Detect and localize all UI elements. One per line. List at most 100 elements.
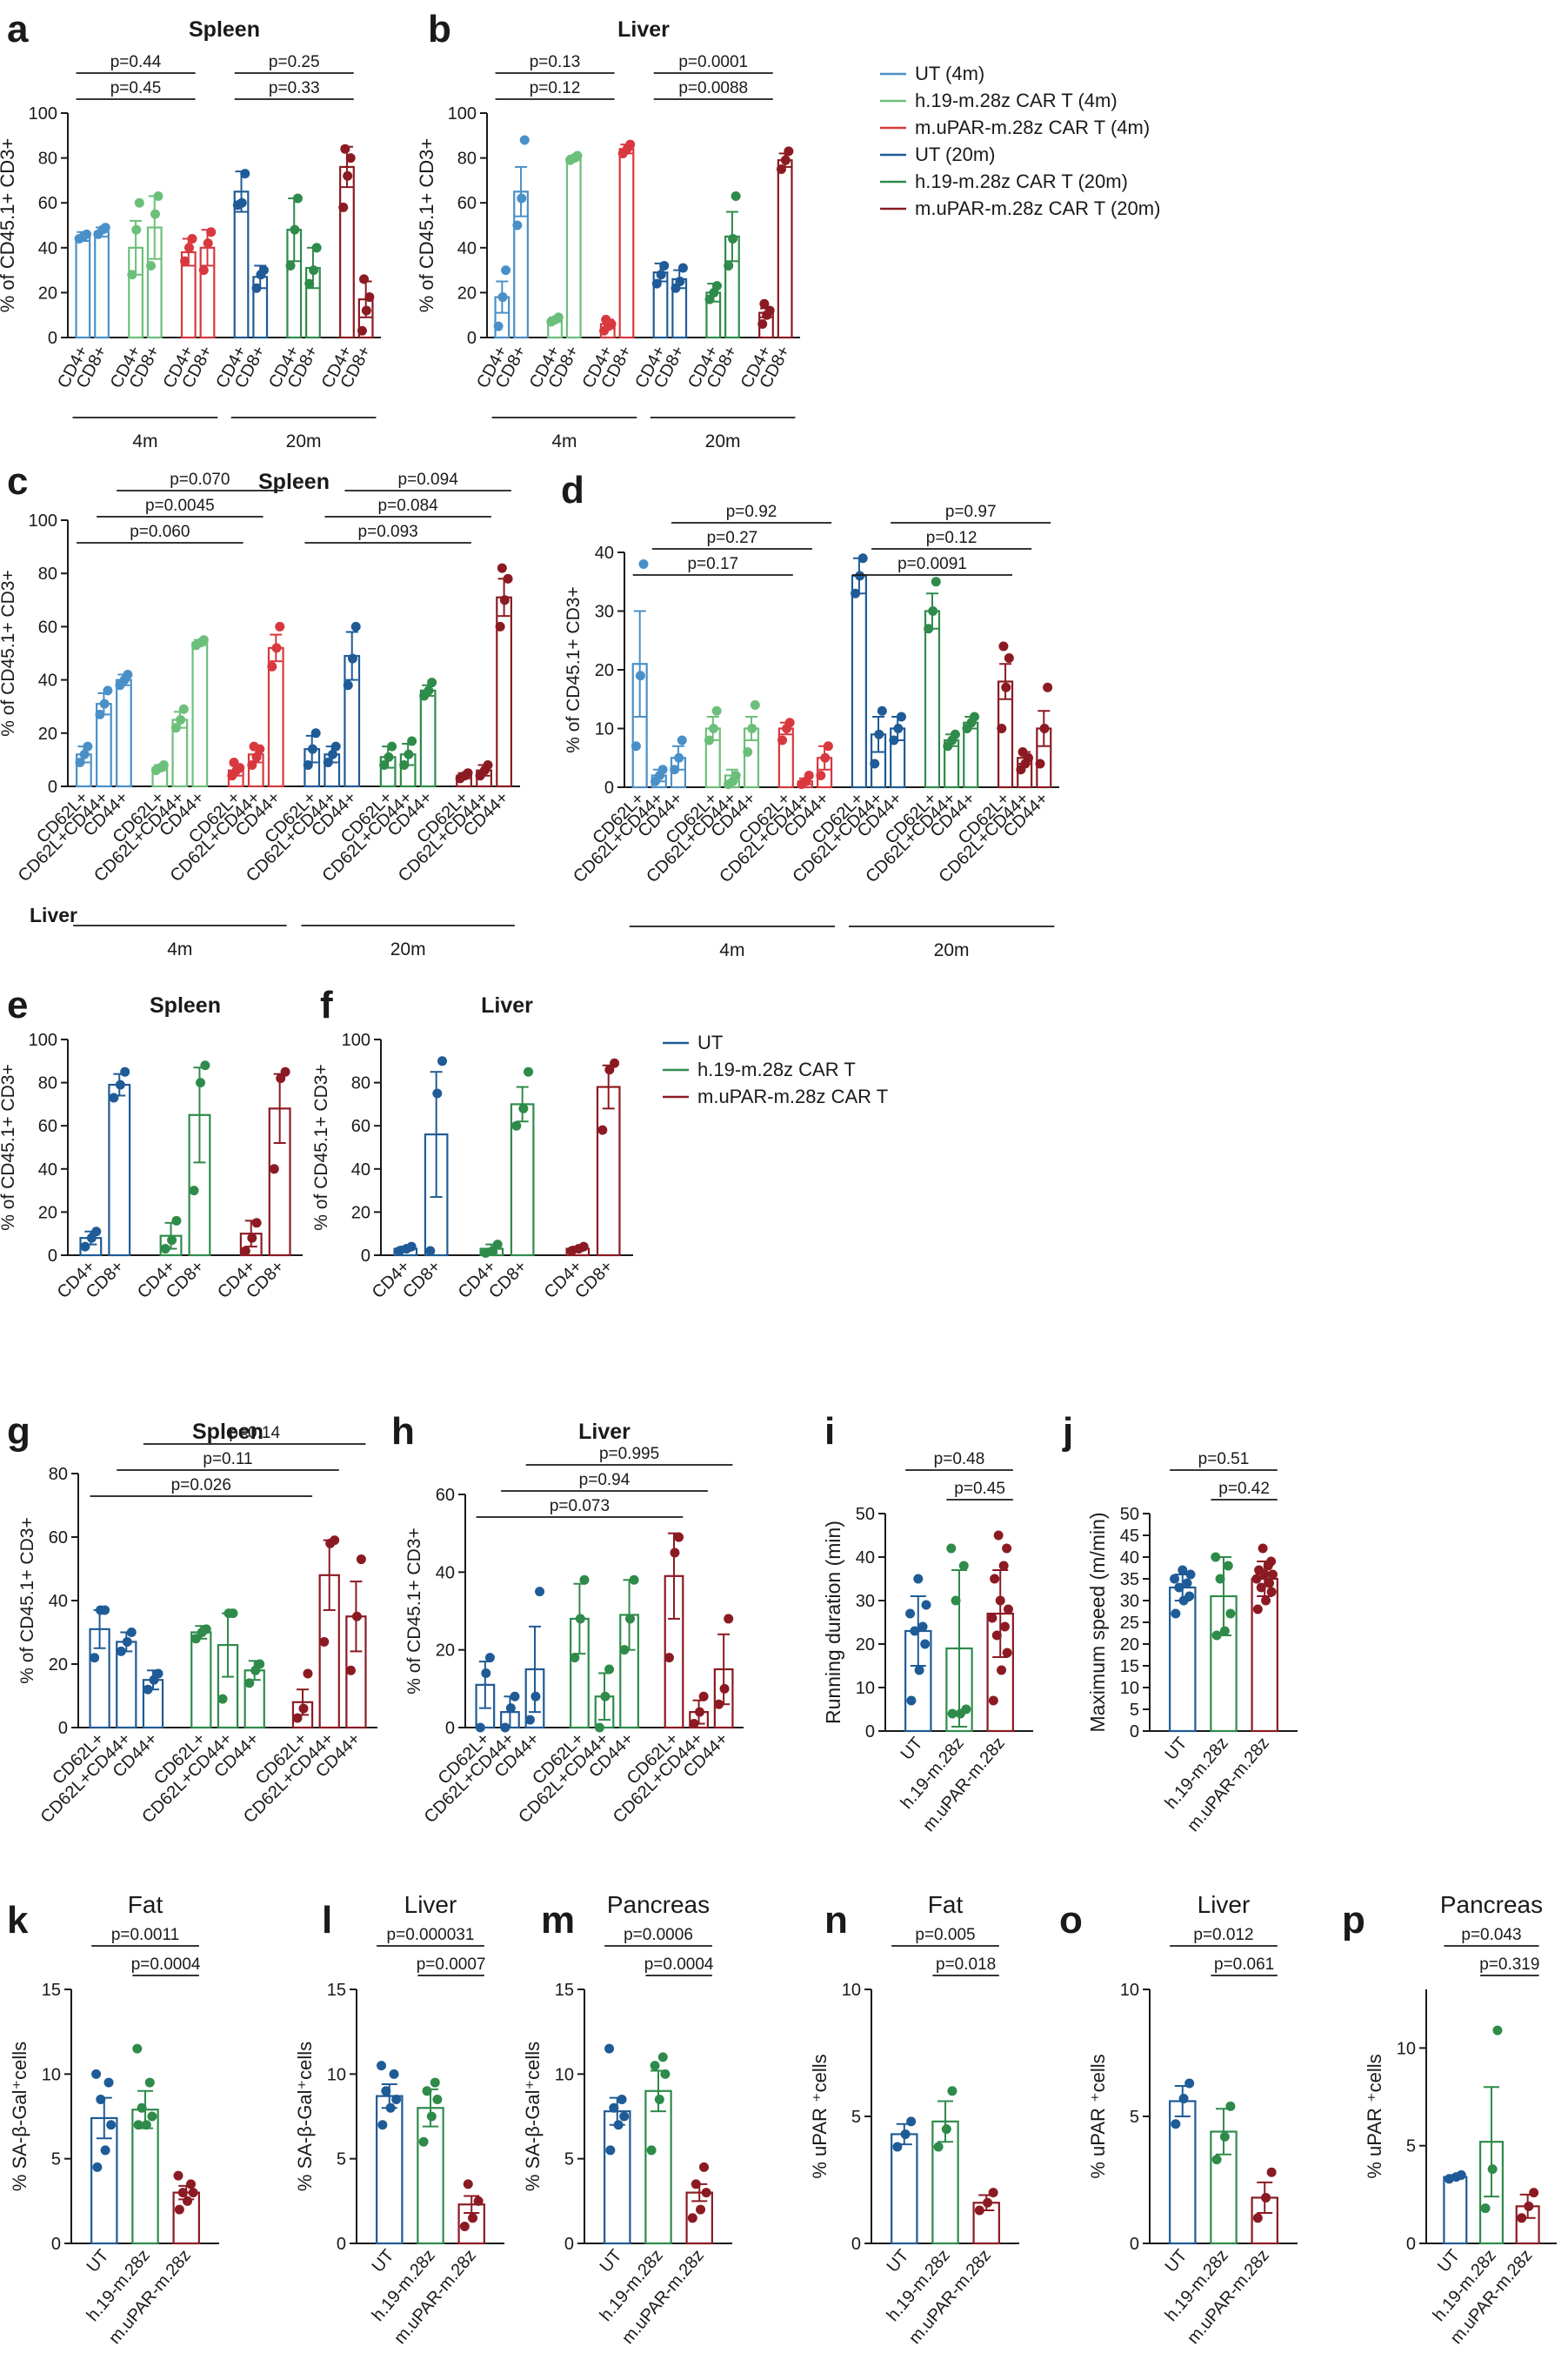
y-tick-label-m: 15 — [555, 1981, 574, 2000]
data-point-b — [497, 292, 508, 303]
data-point-c — [103, 685, 113, 696]
data-point-h — [475, 1722, 485, 1733]
data-point-o — [1184, 2078, 1195, 2089]
data-point-j — [1178, 1565, 1188, 1575]
y-tick-label-p: 0 — [1406, 2235, 1416, 2254]
y-tick-label-i: 40 — [856, 1548, 875, 1568]
data-point-h — [694, 1707, 704, 1717]
data-point-b — [512, 220, 523, 231]
data-point-j — [1256, 1582, 1266, 1593]
data-point-k — [185, 2179, 196, 2189]
data-point-m — [691, 2179, 701, 2189]
x-tick-label-m: UT — [597, 2246, 626, 2276]
data-point-d — [928, 606, 938, 616]
data-point-n — [988, 2188, 998, 2198]
data-point-h — [510, 1691, 520, 1701]
data-point-d — [877, 705, 887, 716]
data-point-e — [269, 1164, 279, 1174]
data-point-c — [407, 736, 417, 746]
legend-label: h.19-m.28z CAR T (20m) — [915, 170, 1128, 192]
y-tick-label-j: 45 — [1120, 1527, 1139, 1546]
data-point-g — [122, 1636, 132, 1647]
y-tick-label-f: 100 — [342, 1031, 370, 1050]
data-point-c — [247, 760, 257, 771]
y-tick-label-d: 0 — [604, 779, 614, 798]
data-point-c — [503, 573, 513, 584]
legend-label: m.uPAR-m.28z CAR T (20m) — [915, 197, 1160, 219]
data-point-k — [141, 2120, 151, 2130]
data-point-j — [1174, 1582, 1184, 1593]
data-point-j — [1267, 1569, 1278, 1580]
p-value-d: p=0.0091 — [897, 555, 967, 573]
y-tick-label-b: 0 — [467, 329, 477, 348]
data-point-p — [1492, 2025, 1503, 2035]
y-tick-label-g: 40 — [49, 1592, 68, 1611]
data-point-m — [654, 2095, 664, 2105]
data-point-c — [379, 760, 390, 771]
data-point-a — [343, 170, 353, 181]
data-point-n — [947, 2086, 957, 2096]
data-point-g — [217, 1694, 228, 1704]
y-tick-label-i: 10 — [856, 1679, 875, 1698]
y-tick-label-f: 60 — [351, 1117, 370, 1136]
data-point-a — [311, 243, 322, 253]
data-point-m — [613, 2120, 624, 2130]
data-point-h — [604, 1664, 615, 1675]
data-point-m — [687, 2213, 697, 2223]
data-point-d — [657, 765, 668, 775]
data-point-p — [1529, 2188, 1539, 2198]
p-value-p: p=0.043 — [1461, 1926, 1521, 1944]
data-point-l — [422, 2086, 432, 2096]
y-tick-label-i: 50 — [856, 1505, 875, 1524]
data-point-c — [387, 741, 397, 752]
y-tick-label-c: 100 — [29, 511, 57, 531]
data-point-i — [991, 1630, 1002, 1641]
data-point-l — [389, 2069, 399, 2079]
data-point-j — [1252, 1604, 1263, 1614]
data-point-b — [601, 314, 611, 324]
data-point-k — [133, 2120, 143, 2130]
data-point-a — [290, 224, 300, 235]
data-point-o — [1211, 2155, 1222, 2165]
data-point-d — [1004, 653, 1014, 663]
y-tick-label-h: 40 — [436, 1563, 455, 1582]
data-point-d — [874, 729, 884, 739]
data-point-f — [425, 1246, 436, 1256]
bar-c — [116, 678, 132, 788]
legend-label: UT — [697, 1032, 723, 1053]
panel-letter-h: h — [391, 1410, 415, 1453]
data-point-m — [701, 2188, 711, 2198]
data-point-d — [1018, 747, 1028, 757]
data-point-j — [1225, 1608, 1236, 1619]
data-point-h — [575, 1614, 585, 1624]
data-point-h — [629, 1574, 639, 1585]
data-point-d — [670, 765, 680, 775]
y-tick-label-j: 50 — [1120, 1505, 1139, 1524]
y-axis-label-g: % of CD45.1+ CD3+ — [17, 1517, 37, 1683]
y-tick-label-a: 40 — [38, 239, 57, 258]
data-point-a — [131, 224, 142, 235]
data-point-e — [109, 1093, 119, 1103]
y-tick-label-g: 0 — [58, 1719, 68, 1738]
panel-title-g: Spleen — [192, 1420, 264, 1444]
y-tick-label-h: 60 — [436, 1486, 455, 1505]
data-point-k — [91, 2069, 102, 2079]
data-point-a — [134, 197, 144, 208]
data-point-l — [385, 2102, 396, 2113]
p-value-a: p=0.45 — [110, 79, 162, 97]
y-tick-label-f: 20 — [351, 1203, 370, 1222]
data-point-d — [950, 729, 960, 739]
data-point-p — [1487, 2164, 1498, 2175]
data-point-d — [638, 559, 649, 569]
p-value-d: p=0.27 — [707, 529, 758, 547]
data-point-f — [437, 1056, 448, 1066]
data-point-i — [917, 1621, 928, 1632]
data-point-c — [399, 760, 410, 771]
y-tick-label-l: 15 — [327, 1981, 346, 2000]
data-point-j — [1185, 1569, 1196, 1580]
